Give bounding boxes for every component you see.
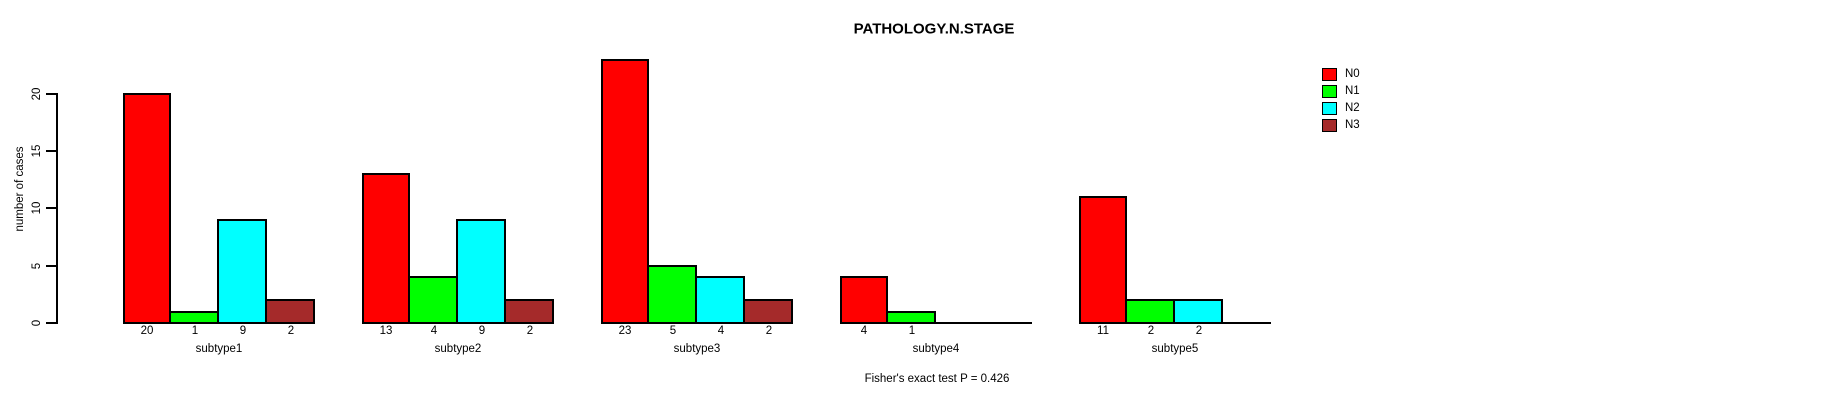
bar-N0-subtype1	[123, 93, 171, 324]
bar-N3-subtype1	[265, 299, 315, 324]
zero-height-bar-N2-subtype4	[934, 322, 984, 324]
bar-N1-subtype1	[169, 311, 219, 324]
bar-value-label: 4	[430, 325, 438, 337]
y-axis-tick	[46, 207, 56, 209]
bar-value-label: 1	[908, 325, 916, 337]
y-axis-tick-label: 20	[31, 87, 43, 101]
y-axis-tick	[46, 150, 56, 152]
legend-label: N0	[1345, 68, 1360, 80]
bar-N2-subtype5	[1173, 299, 1223, 324]
legend: N0 N1 N2 N3	[1322, 66, 1360, 134]
bar-value-label: 4	[717, 325, 725, 337]
bar-N0-subtype2	[362, 173, 410, 324]
bar-N1-subtype2	[408, 276, 458, 324]
bar-value-label: 11	[1097, 325, 1109, 337]
category-label-subtype1: subtype1	[195, 343, 243, 355]
bar-N0-subtype5	[1079, 196, 1127, 324]
bar-N2-subtype3	[695, 276, 745, 324]
legend-label: N1	[1345, 85, 1360, 97]
bar-value-label: 9	[478, 325, 486, 337]
legend-color-swatch-N0	[1322, 68, 1337, 81]
bar-value-label: 2	[526, 325, 534, 337]
bar-value-label: 9	[239, 325, 247, 337]
bar-N0-subtype3	[601, 59, 649, 324]
y-axis-tick	[46, 265, 56, 267]
fisher-test-annotation: Fisher's exact test P = 0.426	[864, 373, 1010, 385]
bar-value-label: 2	[287, 325, 295, 337]
bar-N3-subtype3	[743, 299, 793, 324]
bar-N3-subtype2	[504, 299, 554, 324]
category-label-subtype5: subtype5	[1151, 343, 1199, 355]
chart-title: PATHOLOGY.N.STAGE	[853, 20, 1015, 38]
zero-height-bar-N3-subtype5	[1221, 322, 1271, 324]
bar-value-label: 13	[379, 325, 393, 337]
y-axis-tick-label: 10	[31, 201, 43, 215]
legend-item-N0: N0	[1322, 66, 1360, 83]
bar-value-label: 2	[1147, 325, 1155, 337]
bar-value-label: 20	[140, 325, 154, 337]
bar-value-label: 5	[669, 325, 677, 337]
bar-N1-subtype3	[647, 265, 697, 324]
bar-value-label: 1	[191, 325, 199, 337]
bar-value-label: 23	[618, 325, 632, 337]
legend-label: N2	[1345, 102, 1360, 114]
y-axis-tick-label: 15	[31, 144, 43, 158]
legend-item-N2: N2	[1322, 100, 1360, 117]
y-axis-line	[56, 93, 58, 324]
bar-value-label: 4	[860, 325, 868, 337]
bar-value-label: 2	[1195, 325, 1203, 337]
legend-color-swatch-N2	[1322, 102, 1337, 115]
category-label-subtype4: subtype4	[912, 343, 960, 355]
legend-color-swatch-N3	[1322, 119, 1337, 132]
y-axis-tick-label: 5	[31, 262, 43, 270]
legend-label: N3	[1345, 119, 1360, 131]
category-label-subtype3: subtype3	[673, 343, 721, 355]
legend-color-swatch-N1	[1322, 85, 1337, 98]
legend-item-N3: N3	[1322, 117, 1360, 134]
bar-N1-subtype5	[1125, 299, 1175, 324]
bar-N2-subtype2	[456, 219, 506, 324]
y-axis-tick	[46, 322, 56, 324]
bar-N1-subtype4	[886, 311, 936, 324]
legend-item-N1: N1	[1322, 83, 1360, 100]
y-axis-tick-label: 0	[31, 319, 43, 327]
bar-N2-subtype1	[217, 219, 267, 324]
zero-height-bar-N3-subtype4	[982, 322, 1032, 324]
bar-value-label: 2	[765, 325, 773, 337]
bar-N0-subtype4	[840, 276, 888, 324]
category-label-subtype2: subtype2	[434, 343, 482, 355]
y-axis-tick	[46, 93, 56, 95]
